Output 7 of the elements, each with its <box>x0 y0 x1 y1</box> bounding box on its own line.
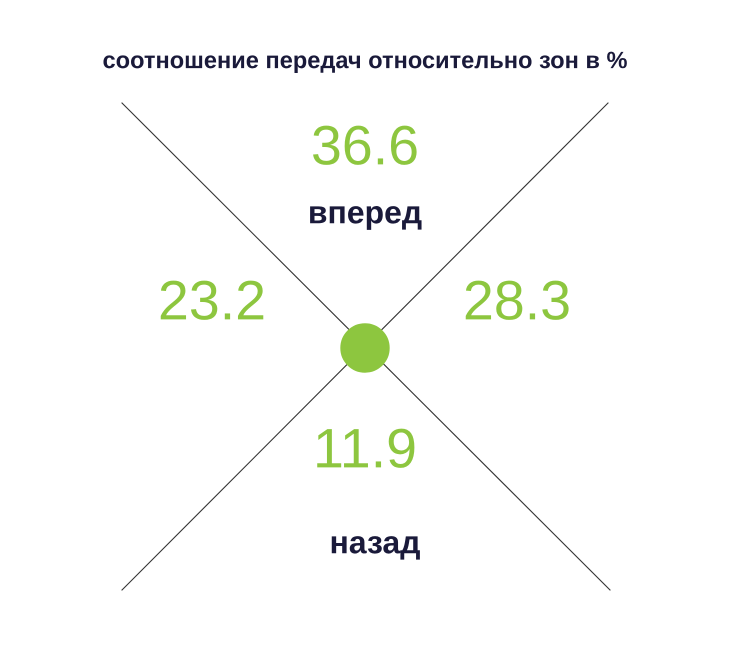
category-label: вперед <box>310 206 422 230</box>
text: соотношение передач относительно зон в % <box>103 52 627 74</box>
category-label: назад <box>332 536 420 560</box>
data-label: 36.6 <box>313 126 417 165</box>
data-label: 28.3 <box>466 280 569 320</box>
data-label: 11.9 <box>317 428 414 468</box>
data-label: 23.2 <box>160 280 264 320</box>
